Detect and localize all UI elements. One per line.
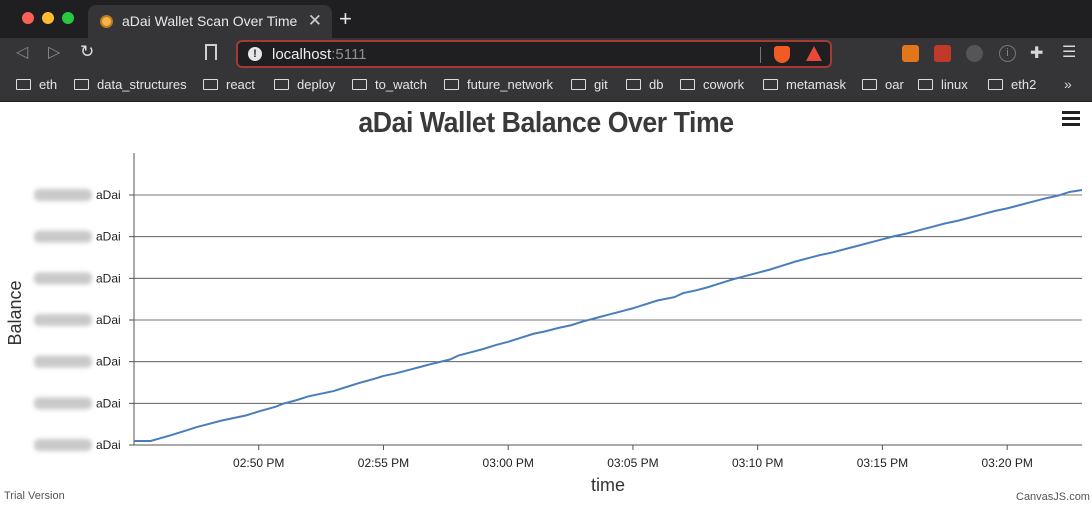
folder-icon bbox=[680, 79, 695, 90]
y-tick-label: aDai bbox=[96, 230, 121, 244]
bookmark-label: db bbox=[649, 77, 664, 92]
folder-icon bbox=[626, 79, 641, 90]
red-extension-icon[interactable] bbox=[934, 45, 951, 62]
obscured-tick-value bbox=[34, 439, 92, 451]
site-info-icon[interactable]: ! bbox=[248, 47, 262, 61]
extensions-puzzle-icon[interactable]: ✚ bbox=[1030, 45, 1044, 62]
bookmark-label: metamask bbox=[786, 77, 846, 92]
obscured-tick-value bbox=[34, 189, 92, 201]
back-arrow-icon[interactable]: ◁ bbox=[16, 44, 29, 61]
bookmark-label: react bbox=[226, 77, 255, 92]
x-tick-label: 03:20 PM bbox=[981, 456, 1032, 470]
bookmark-folder-oar[interactable]: oar bbox=[862, 77, 904, 92]
folder-icon bbox=[988, 79, 1003, 90]
bookmark-folder-deploy[interactable]: deploy bbox=[274, 77, 335, 92]
folder-icon bbox=[763, 79, 778, 90]
tab-title: aDai Wallet Scan Over Time bbox=[122, 13, 298, 29]
line-chart: aDai aDai aDai aDai aDai aDai aDai 02:50 PM 02:5… bbox=[5, 153, 1083, 495]
bookmarks-bar: eth data_structures react deploy to_watch fut… bbox=[0, 70, 1092, 102]
x-tick-label: 02:50 PM bbox=[233, 456, 284, 470]
url-text[interactable]: localhost:5111 bbox=[272, 46, 367, 63]
folder-icon bbox=[16, 79, 31, 90]
bookmark-folder-eth[interactable]: eth bbox=[16, 77, 57, 92]
bookmark-label: eth2 bbox=[1011, 77, 1037, 92]
bookmarks-overflow-icon[interactable]: » bbox=[1064, 76, 1072, 92]
y-axis-title: Balance bbox=[5, 280, 25, 345]
bookmark-folder-linux[interactable]: linux bbox=[918, 77, 968, 92]
x-tick-label: 03:15 PM bbox=[857, 456, 908, 470]
x-tick-label: 03:10 PM bbox=[732, 456, 783, 470]
favicon-icon bbox=[100, 15, 113, 28]
canvasjs-credit-link[interactable]: CanvasJS.com bbox=[1016, 491, 1090, 503]
brave-shield-icon[interactable] bbox=[774, 46, 790, 63]
y-tick-label: aDai bbox=[96, 313, 121, 327]
y-tick-label: aDai bbox=[96, 355, 121, 369]
browser-menu-icon[interactable]: ☰ bbox=[1062, 44, 1077, 61]
bookmark-label: data_structures bbox=[97, 77, 187, 92]
y-tick-label: aDai bbox=[96, 438, 121, 452]
new-tab-button[interactable]: + bbox=[339, 6, 352, 31]
obscured-tick-value bbox=[34, 314, 92, 326]
folder-icon bbox=[862, 79, 877, 90]
folder-icon bbox=[444, 79, 459, 90]
bookmark-label: to_watch bbox=[375, 77, 428, 92]
tab-strip: aDai Wallet Scan Over Time ✕ + bbox=[0, 0, 1092, 38]
folder-icon bbox=[74, 79, 89, 90]
chart-title: aDai Wallet Balance Over Time bbox=[358, 107, 734, 139]
x-tick-label: 03:00 PM bbox=[483, 456, 534, 470]
info-extension-icon[interactable]: i bbox=[999, 45, 1016, 62]
bookmark-label: cowork bbox=[703, 77, 745, 92]
bookmark-folder-git[interactable]: git bbox=[571, 77, 608, 92]
y-tick-label: aDai bbox=[96, 271, 121, 285]
y-tick-label: aDai bbox=[96, 396, 121, 410]
bookmark-folder-to-watch[interactable]: to_watch bbox=[352, 77, 427, 92]
forward-arrow-icon[interactable]: ▷ bbox=[48, 44, 61, 61]
x-tick-label: 03:05 PM bbox=[607, 456, 658, 470]
bookmark-label: linux bbox=[941, 77, 968, 92]
brave-rewards-icon[interactable] bbox=[806, 46, 822, 61]
folder-icon bbox=[571, 79, 586, 90]
toolbar: ◁ ▷ ↻ ! localhost:5111 i ✚ ☰ bbox=[0, 38, 1092, 70]
tab-close-icon[interactable]: ✕ bbox=[307, 11, 322, 30]
folder-icon bbox=[918, 79, 933, 90]
chart-menu-icon[interactable] bbox=[1062, 111, 1080, 127]
y-tick-label: aDai bbox=[96, 188, 121, 202]
close-window-button[interactable] bbox=[22, 12, 34, 24]
url-divider bbox=[760, 47, 761, 63]
reload-icon[interactable]: ↻ bbox=[80, 42, 95, 61]
bookmark-folder-db[interactable]: db bbox=[626, 77, 663, 92]
balance-series-line bbox=[134, 189, 1083, 442]
bookmark-folder-eth2[interactable]: eth2 bbox=[988, 77, 1036, 92]
bookmark-label: git bbox=[594, 77, 608, 92]
bookmark-folder-data-structures[interactable]: data_structures bbox=[74, 77, 187, 92]
bookmark-label: future_network bbox=[467, 77, 553, 92]
chart-page: aDai Wallet Balance Over Time aDai aDai aD… bbox=[0, 103, 1092, 514]
owl-extension-icon[interactable] bbox=[966, 45, 983, 62]
folder-icon bbox=[352, 79, 367, 90]
obscured-tick-value bbox=[34, 272, 92, 285]
x-axis-title: time bbox=[591, 475, 625, 495]
folder-icon bbox=[203, 79, 218, 90]
active-tab[interactable]: aDai Wallet Scan Over Time ✕ bbox=[88, 5, 332, 38]
bookmark-folder-cowork[interactable]: cowork bbox=[680, 77, 744, 92]
bookmark-folder-metamask[interactable]: metamask bbox=[763, 77, 846, 92]
bookmark-label: oar bbox=[885, 77, 904, 92]
metamask-extension-icon[interactable] bbox=[902, 45, 919, 62]
trial-version-label: Trial Version bbox=[4, 490, 65, 502]
maximize-window-button[interactable] bbox=[62, 12, 74, 24]
bookmark-icon[interactable] bbox=[205, 44, 217, 60]
obscured-tick-value bbox=[34, 355, 92, 368]
folder-icon bbox=[274, 79, 289, 90]
bookmark-label: eth bbox=[39, 77, 58, 92]
address-bar[interactable]: ! localhost:5111 bbox=[236, 40, 832, 68]
minimize-window-button[interactable] bbox=[42, 12, 54, 24]
x-tick-label: 02:55 PM bbox=[358, 456, 409, 470]
obscured-tick-value bbox=[34, 397, 92, 410]
bookmark-folder-future-network[interactable]: future_network bbox=[444, 77, 553, 92]
obscured-tick-value bbox=[34, 230, 92, 243]
bookmark-folder-react[interactable]: react bbox=[203, 77, 255, 92]
bookmark-label: deploy bbox=[297, 77, 336, 92]
